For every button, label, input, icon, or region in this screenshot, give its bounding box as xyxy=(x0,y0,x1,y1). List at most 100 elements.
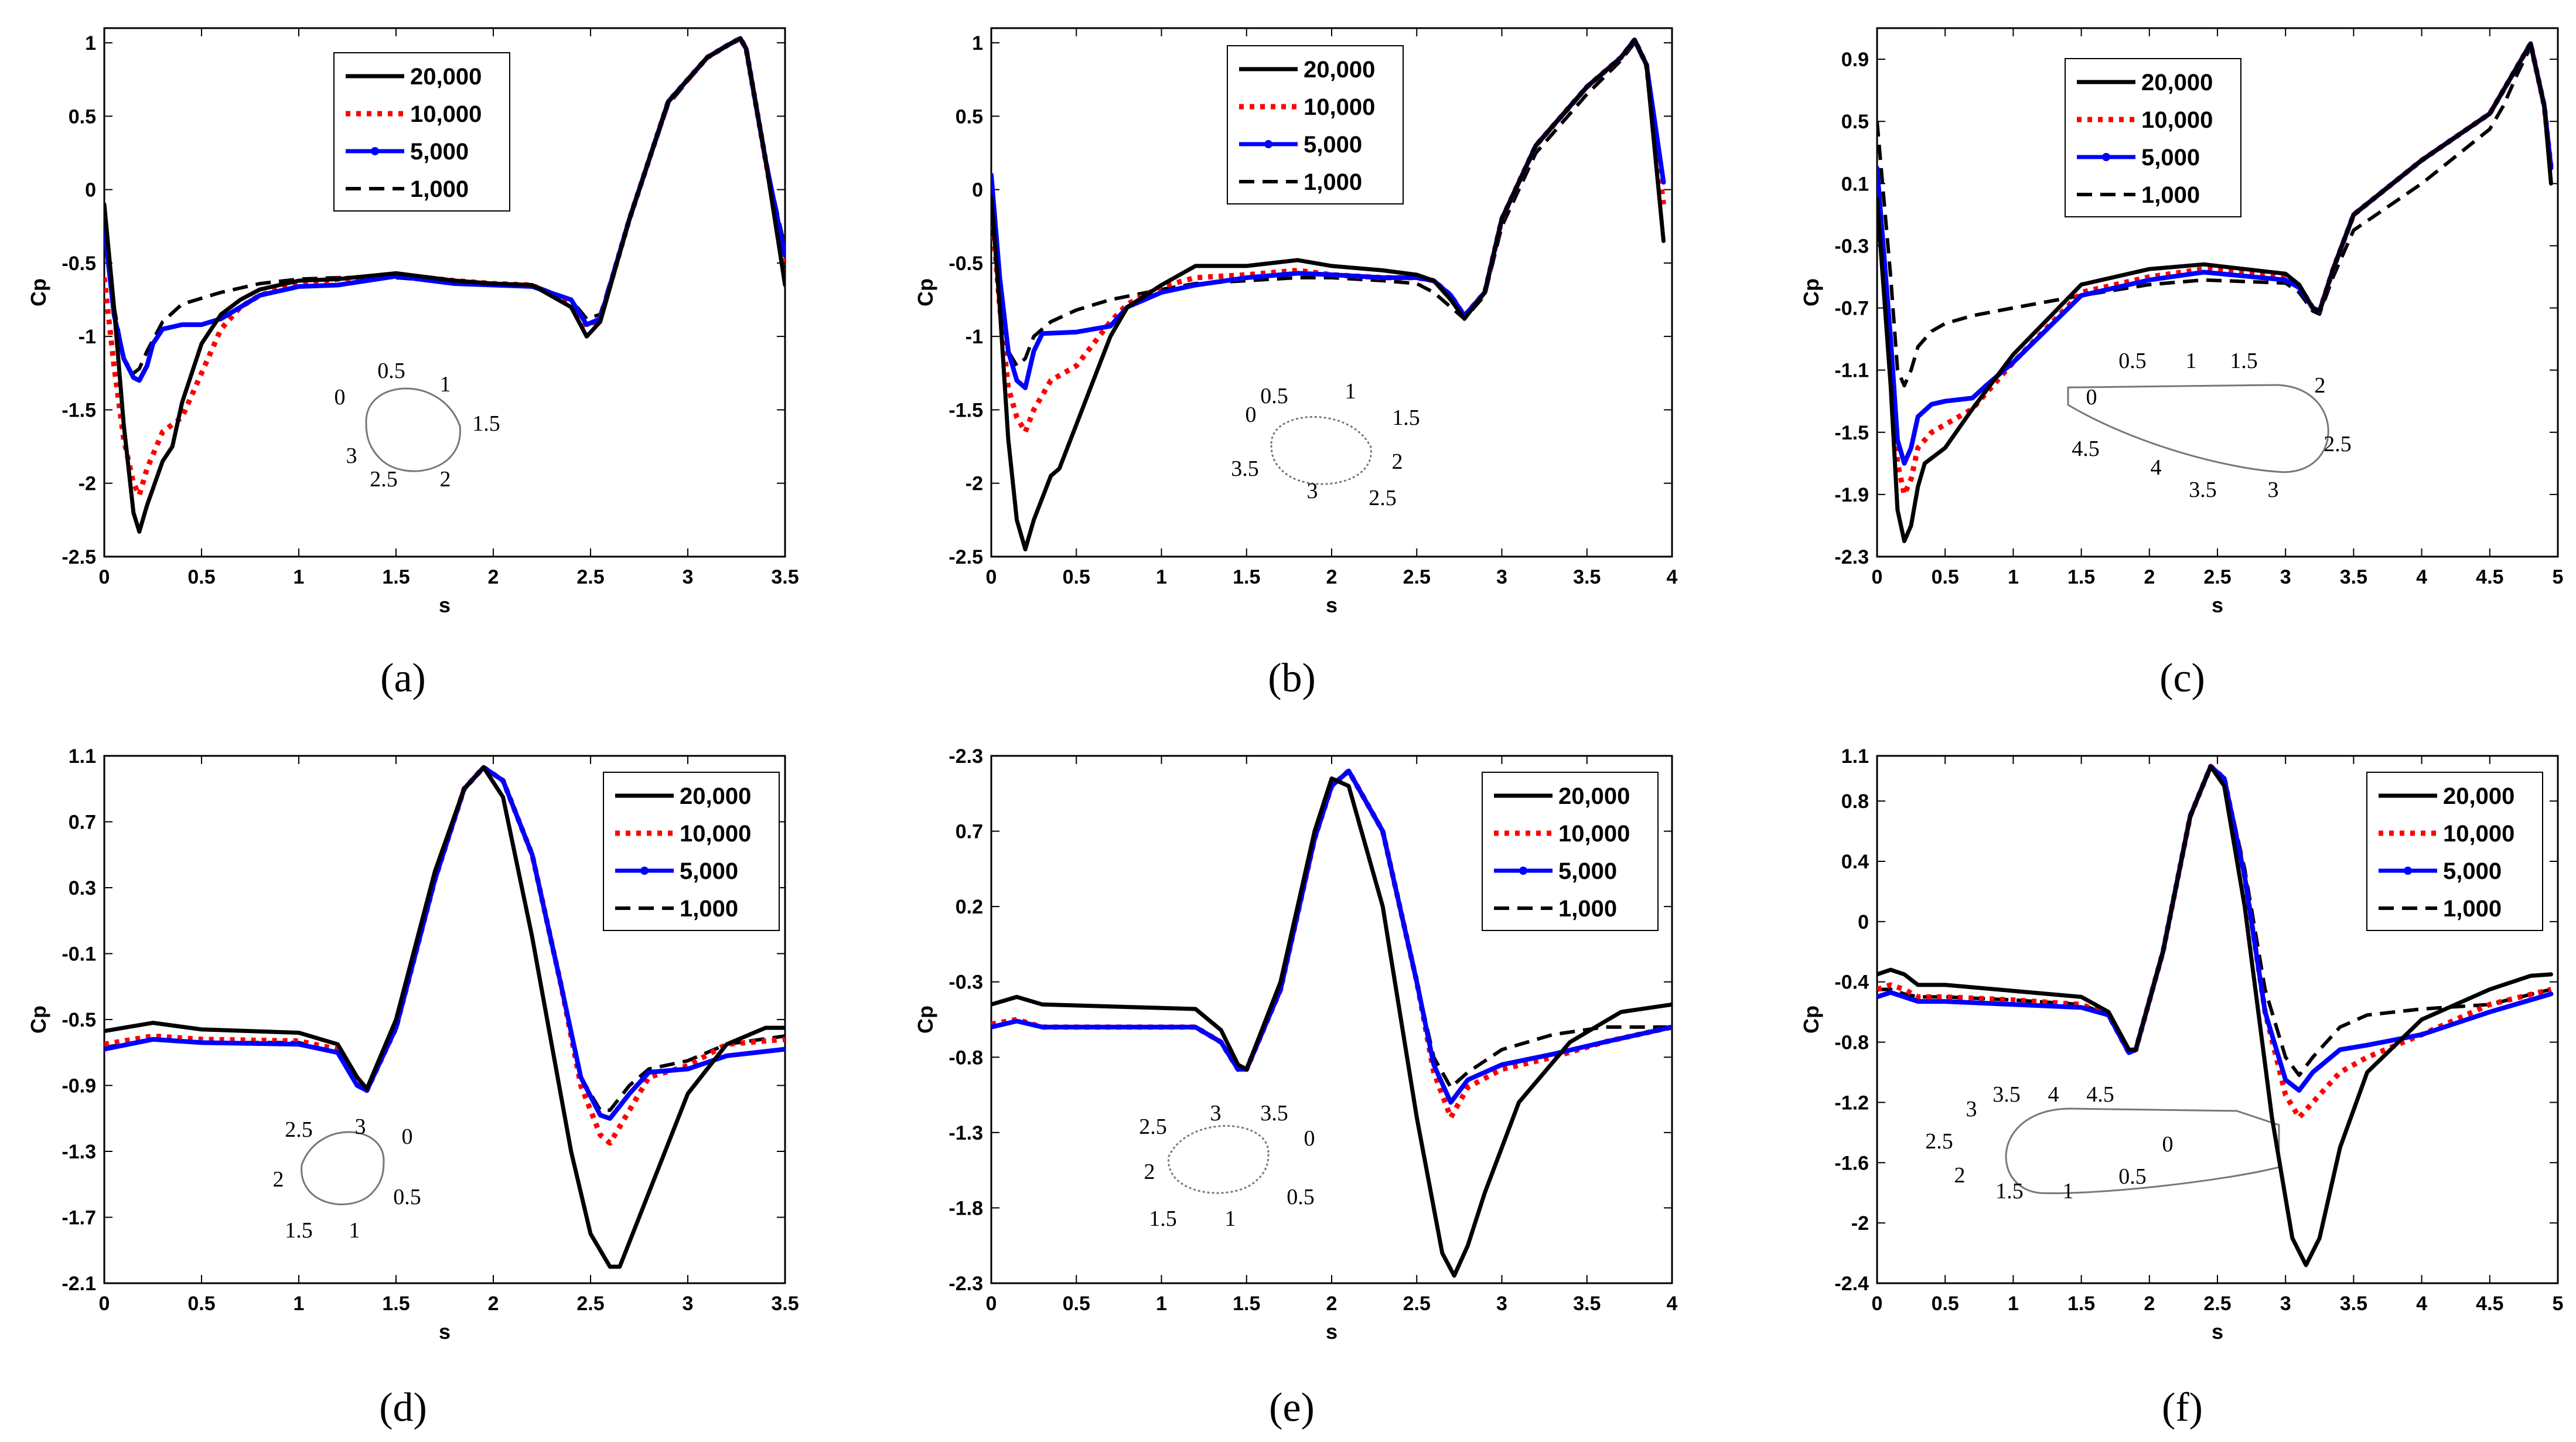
inset-position-label: 0.5 xyxy=(2118,349,2147,373)
y-tick-label: -0.5 xyxy=(62,253,96,275)
inset-position-label: 0 xyxy=(1246,403,1257,427)
y-tick-label: -1.3 xyxy=(948,1122,983,1144)
legend-box xyxy=(2065,58,2241,217)
inset-position-label: 1.5 xyxy=(472,411,500,436)
panel-caption: (e) xyxy=(1269,1385,1315,1430)
inset-position-label: 4.5 xyxy=(2086,1082,2114,1107)
x-tick-label: 1.5 xyxy=(2067,1293,2095,1315)
y-tick-label: -1.2 xyxy=(1834,1092,1869,1114)
y-tick-label: -1.9 xyxy=(1834,484,1869,506)
legend-marker xyxy=(1519,867,1527,875)
legend-label: 1,000 xyxy=(1558,896,1617,922)
y-tick-label: 0.5 xyxy=(1841,111,1869,133)
y-tick-label: 1.1 xyxy=(1841,745,1869,768)
inset-position-label: 4.5 xyxy=(2072,437,2100,461)
y-tick-label: 0.5 xyxy=(69,105,96,128)
inset-position-label: 0.5 xyxy=(377,359,405,383)
inset-position-label: 3 xyxy=(355,1114,366,1139)
inset-position-label: 2 xyxy=(1144,1160,1155,1184)
airfoil-inset-shape xyxy=(1168,1125,1270,1194)
inset-position-label: 0.5 xyxy=(393,1185,421,1209)
inset-position-label: 0 xyxy=(1304,1126,1315,1151)
y-tick-label: -0.4 xyxy=(1834,971,1869,994)
x-axis-label: s xyxy=(1326,593,1338,617)
x-tick-label: 2 xyxy=(1326,566,1338,588)
y-tick-label: -2 xyxy=(79,473,96,495)
x-tick-label: 3.5 xyxy=(1573,1293,1601,1315)
legend-label: 10,000 xyxy=(1304,94,1375,120)
inset-position-label: 2 xyxy=(1392,449,1403,474)
inset-position-label: 1 xyxy=(349,1218,360,1243)
x-tick-label: 2.5 xyxy=(1403,566,1431,588)
inset-position-label: 0 xyxy=(402,1124,413,1149)
x-tick-label: 1.5 xyxy=(1233,1293,1260,1315)
panel-caption: (c) xyxy=(2159,656,2205,701)
y-tick-label: -1 xyxy=(965,326,983,348)
x-tick-label: 1.5 xyxy=(382,566,410,588)
x-axis-label: s xyxy=(439,593,451,617)
inset-position-label: 3.5 xyxy=(1260,1101,1288,1126)
series-line-20000 xyxy=(991,38,1666,551)
y-tick-label: -1.8 xyxy=(948,1197,983,1219)
y-tick-label: -1.5 xyxy=(1834,422,1869,444)
y-tick-label: -2.3 xyxy=(948,745,983,768)
legend-label: 10,000 xyxy=(1558,821,1630,847)
chart-panel-d: 0 0.5 1 1.5 2 2.5 3 3.5-2.1-1.7-1.3-0.9-0.5-0.1… xyxy=(26,745,799,1430)
series-line-20000 xyxy=(104,36,785,534)
x-tick-label: 0.5 xyxy=(1063,1293,1090,1315)
y-tick-label: -1 xyxy=(79,326,96,348)
inset-position-label: 3 xyxy=(1966,1097,1977,1121)
inset-position-label: 1 xyxy=(2063,1179,2074,1204)
x-axis-label: s xyxy=(439,1320,451,1344)
inset-position-label: 0.5 xyxy=(2118,1164,2147,1189)
legend-label: 5,000 xyxy=(680,858,738,884)
inset-position-label: 3 xyxy=(1210,1101,1222,1126)
y-axis-label: Cp xyxy=(1799,1005,1823,1034)
y-tick-label: -1.5 xyxy=(948,399,983,421)
x-tick-label: 3 xyxy=(1496,566,1507,588)
series-line-1000 xyxy=(1877,45,2553,388)
legend-box xyxy=(603,772,780,931)
y-tick-label: -0.8 xyxy=(948,1046,983,1069)
x-tick-label: 1 xyxy=(294,1293,305,1315)
legend-label: 1,000 xyxy=(1304,169,1362,195)
legend-label: 5,000 xyxy=(1304,132,1362,158)
y-tick-label: 0.5 xyxy=(956,105,983,128)
x-tick-label: 4 xyxy=(1667,1293,1678,1315)
chart-panel-e: 0 0.5 1 1.5 2 2.5 3 3.5 4 -2.3 -1.8 -1.3 -0.8 -0.3 0.2… xyxy=(913,745,1678,1430)
inset-position-label: 4 xyxy=(2151,455,2162,480)
chart-panel-c: 0 0.5 1 1.5 2 2.5 3 3.5 4 4.5 5 -2.3 -1.9 -1.5 -1.1 -0.… xyxy=(1799,27,2564,701)
inset-position-label: 1.5 xyxy=(1149,1206,1177,1231)
series-line-20000 xyxy=(1877,764,2553,1267)
inset-position-label: 1.5 xyxy=(2230,349,2258,373)
y-tick-label: 0 xyxy=(1858,911,1869,933)
legend-label: 10,000 xyxy=(2443,821,2514,847)
x-tick-label: 0 xyxy=(1872,1293,1883,1315)
legend-label: 5,000 xyxy=(410,139,469,165)
y-tick-label: -1.3 xyxy=(62,1141,96,1163)
x-tick-label: 1 xyxy=(1156,566,1167,588)
legend-label: 1,000 xyxy=(680,896,738,922)
airfoil-inset-shape xyxy=(1270,416,1372,485)
inset-position-label: 3 xyxy=(346,444,357,468)
legend-marker xyxy=(2404,867,2412,875)
x-tick-label: 5 xyxy=(2553,566,2564,588)
y-tick-label: 0 xyxy=(85,179,96,202)
inset-position-label: 2.5 xyxy=(285,1117,313,1142)
series-line-5000 xyxy=(991,768,1672,1105)
legend-marker xyxy=(1264,140,1272,148)
x-tick-label: 2.5 xyxy=(2203,566,2231,588)
x-tick-label: 3 xyxy=(2280,566,2291,588)
legend-label: 20,000 xyxy=(2443,783,2514,809)
x-tick-label: 1 xyxy=(294,566,305,588)
chart-panel-f: 0 0.5 1 1.5 2 2.5 3 3.5 4 4.5 5-2.4-2-1.6-1.2-0.8-… xyxy=(1799,745,2563,1430)
y-tick-label: -0.3 xyxy=(1834,235,1869,257)
series-line-10000 xyxy=(1877,763,2552,1120)
airfoil-inset-shape xyxy=(301,1131,385,1205)
y-axis-label: Cp xyxy=(26,278,50,306)
series-line-20000 xyxy=(104,765,785,1269)
x-tick-label: 3 xyxy=(1496,1293,1507,1315)
y-tick-label: 0.4 xyxy=(1841,851,1869,873)
x-axis-label: s xyxy=(1326,1320,1338,1344)
